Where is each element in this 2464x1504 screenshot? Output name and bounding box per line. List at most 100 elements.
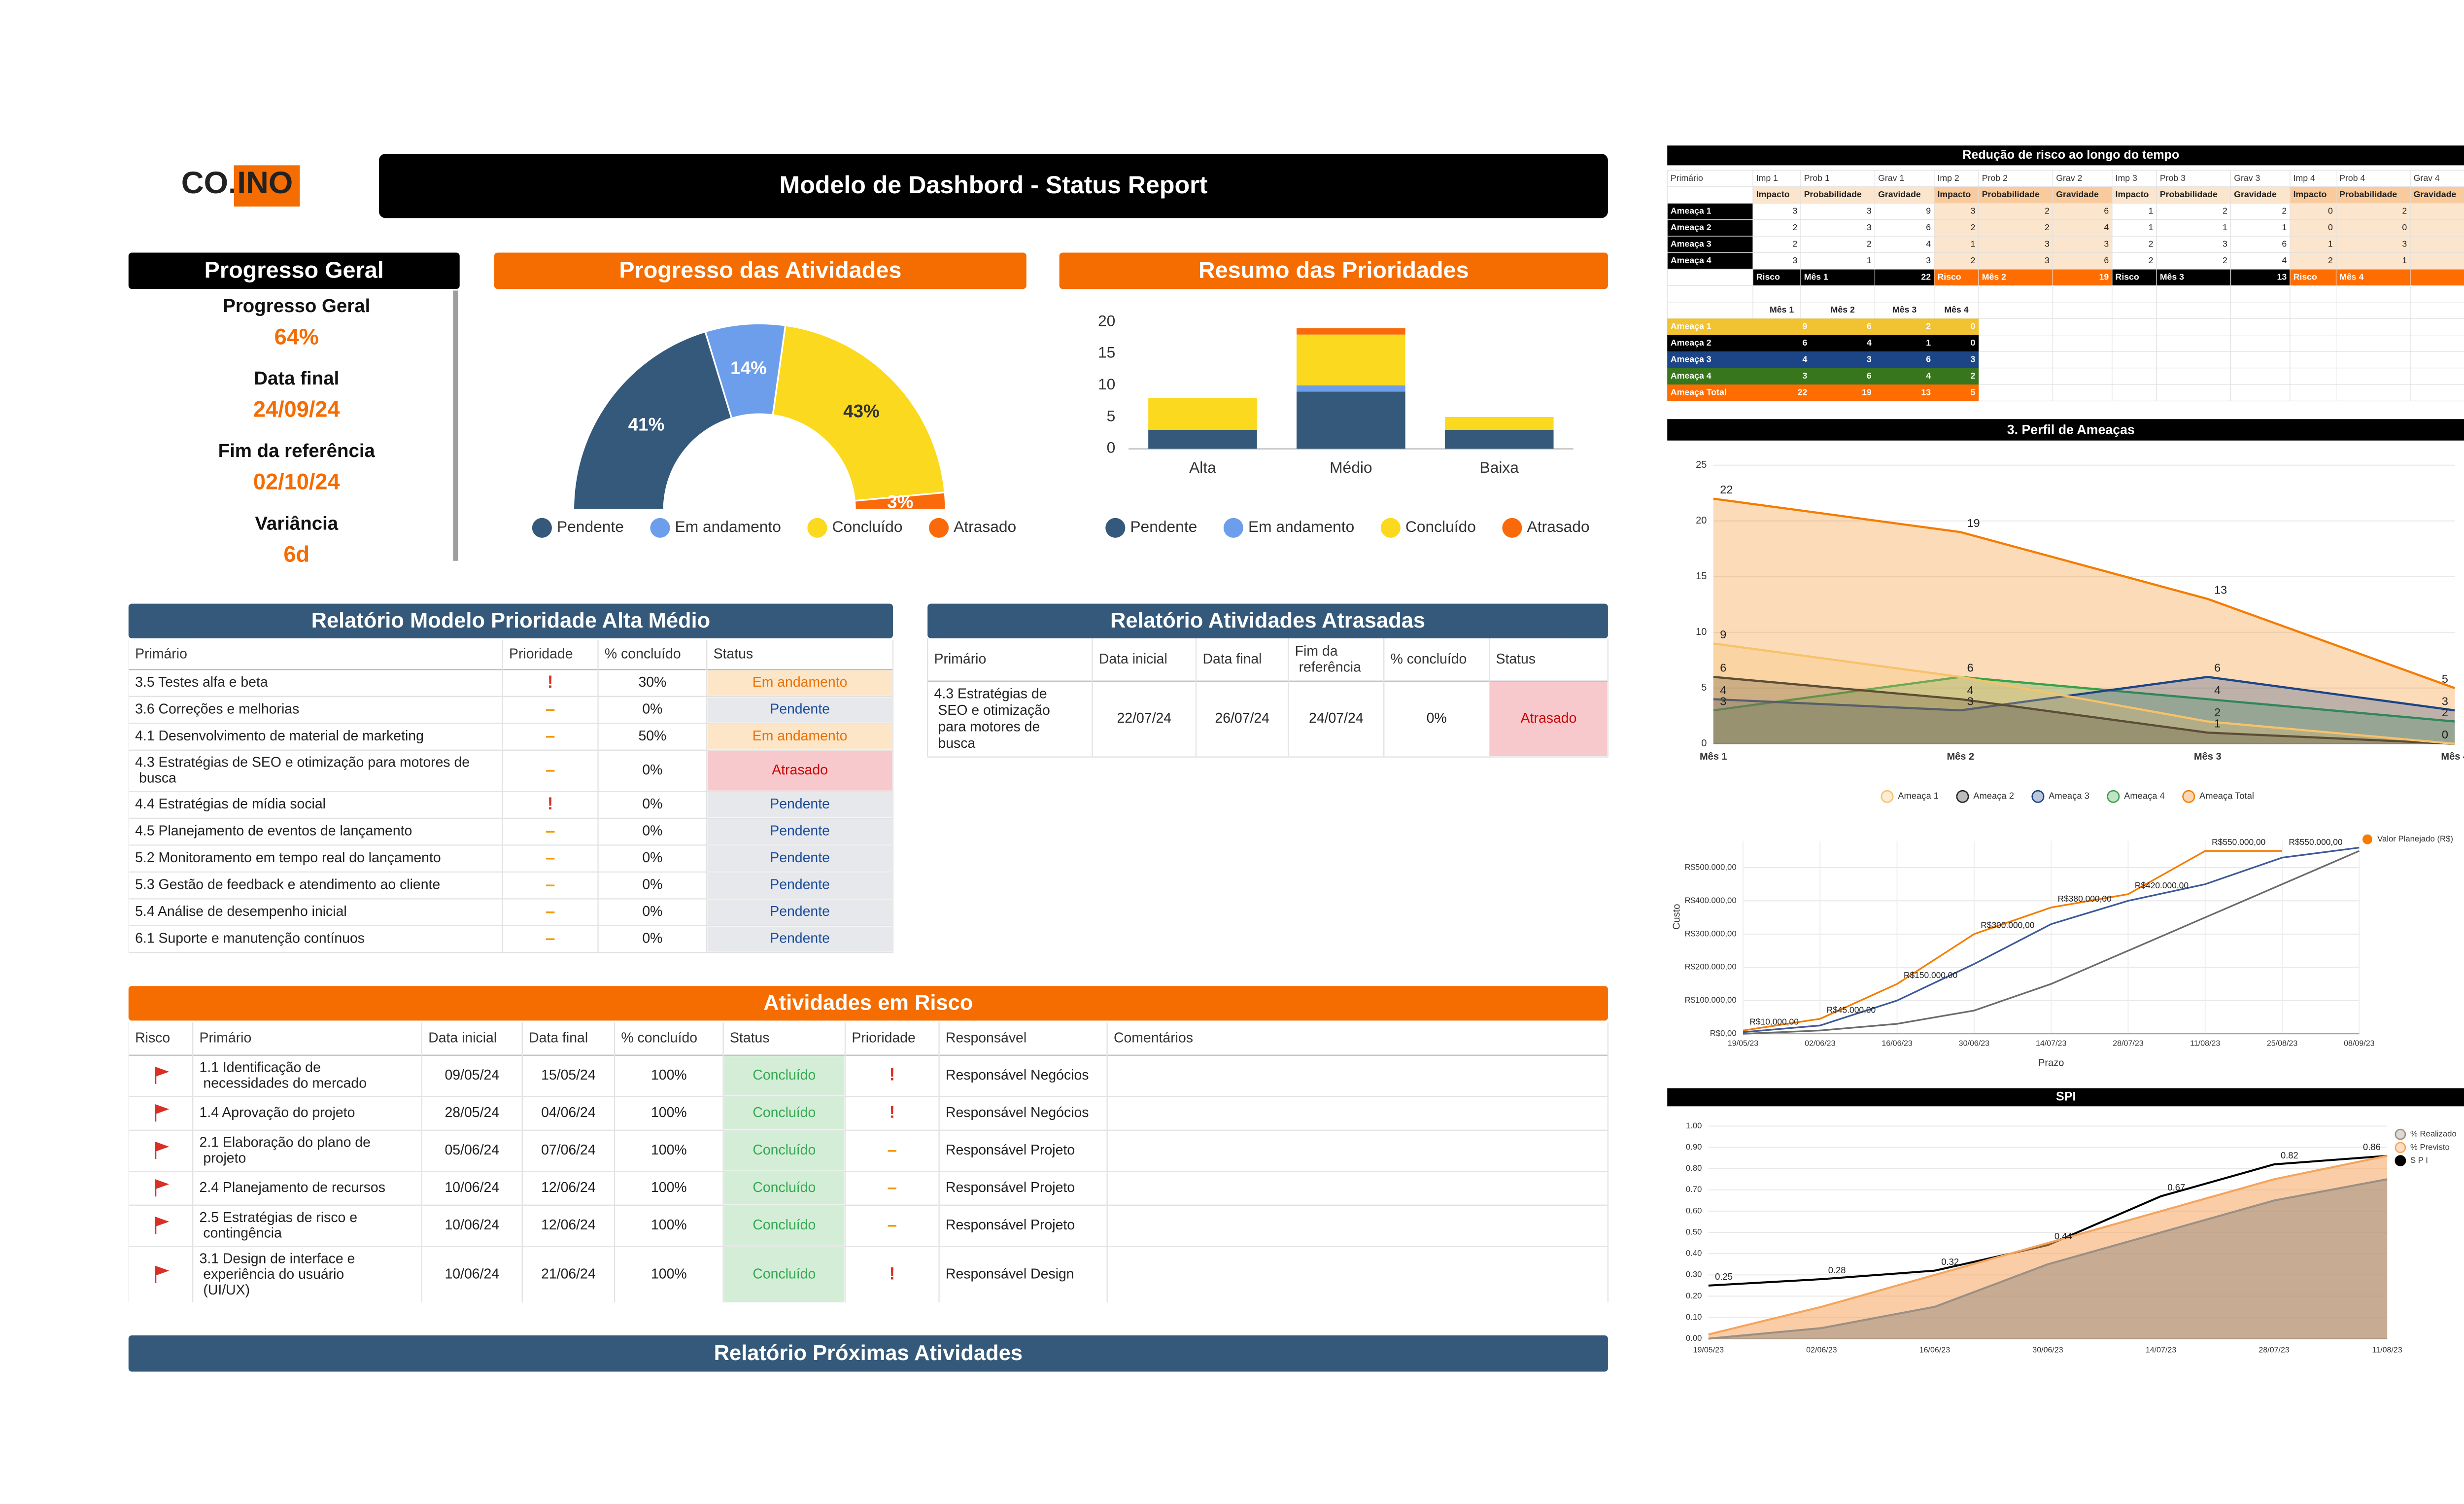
table-cell: 100% [651, 1067, 687, 1083]
x-tick-label: 08/09/23 [2344, 1039, 2374, 1048]
status-cell [707, 900, 892, 925]
series-line [1713, 675, 2455, 712]
data-label: 0.32 [1941, 1257, 1959, 1267]
table-cell: – [546, 699, 555, 718]
data-label: 3% [887, 491, 913, 512]
table-cell-bg [1979, 269, 2053, 286]
legend-label: Em andamento [675, 518, 781, 535]
table-cell-bg [1979, 203, 2053, 220]
y-tick-label: 0.20 [1686, 1291, 1702, 1300]
table-cell: 2 [1926, 321, 1931, 331]
data-label: 43% [843, 401, 880, 421]
table-cell: 0% [642, 796, 662, 812]
table-cell: 3.6 Correções e melhorias [135, 701, 299, 717]
table-cell: 3 [1971, 354, 1976, 364]
table-cell-bg [2410, 203, 2464, 220]
donut-slice [772, 324, 946, 502]
series-line [1713, 642, 2455, 745]
table-cell: Probabilidade [1982, 189, 2040, 199]
table-cell-bg [1934, 219, 1979, 237]
table-cell: 1 [2149, 206, 2154, 216]
column-header: Status [714, 646, 753, 662]
panel-header [128, 1335, 1608, 1372]
table-cell: Mês 1 [1804, 272, 1828, 281]
table-cell: 2 [2223, 206, 2227, 216]
table-cell: Risco [1938, 272, 1961, 281]
bar-segment [1297, 385, 1405, 392]
table-cell: 0% [1427, 710, 1447, 726]
column-header: Data final [529, 1030, 588, 1046]
column-header: % concluído [621, 1030, 697, 1046]
table-cell: 2 [1971, 222, 1976, 232]
legend-label: Pendente [557, 518, 624, 535]
table-cell: 0 [1971, 338, 1976, 348]
table-cell: 6.1 Suporte e manutenção contínuos [135, 931, 365, 946]
legend-swatch [2107, 790, 2120, 803]
table-cell: Imp 4 [2293, 173, 2315, 183]
status-cell [724, 1172, 845, 1205]
table-cell: – [546, 874, 555, 894]
table-cell: Imp 3 [2116, 173, 2137, 183]
table-cell: 4.4 Estratégias de mídia social [135, 796, 326, 812]
x-tick-label: Mês 2 [1947, 751, 1974, 762]
legend-swatch [1956, 790, 1969, 803]
panel-title: Relatório Modelo Prioridade Alta Médio [311, 609, 711, 632]
table-cell-bg [1801, 269, 1875, 286]
panel-title: Atividades em Risco [763, 991, 973, 1014]
y-tick-label: 5 [1107, 407, 1116, 424]
x-tick-label: Mês 1 [1700, 751, 1727, 762]
data-label: 6 [2214, 662, 2221, 674]
data-label: 0.44 [2054, 1231, 2072, 1241]
data-label: 3 [1720, 695, 1726, 707]
scrollbar [453, 290, 458, 561]
status-cell [724, 1131, 845, 1171]
legend-swatch [2395, 1142, 2406, 1154]
table-cell: 0% [642, 762, 662, 778]
table-cell: 1.1 Identificação de necessidades do mer… [200, 1059, 367, 1091]
legend-swatch [1881, 790, 1894, 803]
table-cell: 3 [2402, 239, 2407, 248]
panel-title: Progresso das Atividades [619, 257, 901, 282]
table-cell: 4.3 Estratégias de SEO e otimização para… [934, 686, 1050, 751]
series-line [1743, 846, 2360, 1033]
table-cell: 4.1 Desenvolvimento de material de marke… [135, 728, 424, 744]
x-tick-label: Médio [1330, 458, 1372, 476]
table-cell: Prob 3 [2160, 173, 2186, 183]
y-tick-label: 10 [1098, 375, 1115, 393]
title-bar [378, 153, 1608, 218]
table-cell: Gravidade [1878, 189, 1921, 199]
table-cell: Gravidade [2056, 189, 2099, 199]
legend-label: Atrasado [1527, 518, 1590, 535]
table-cell: Pendente [770, 931, 830, 946]
data-label: 6 [1967, 662, 1974, 674]
table-cell: 19 [2099, 272, 2109, 281]
column-header: Mês 4 [1944, 305, 1968, 315]
column-header: Primário [934, 651, 987, 667]
axis-title: Prazo [2038, 1058, 2064, 1069]
series-line [1708, 1178, 2388, 1340]
table-cell: Pendente [770, 796, 830, 812]
status-cell [707, 697, 892, 723]
x-tick-label: 02/06/23 [1806, 1345, 1837, 1354]
table-cell: 09/05/24 [445, 1067, 500, 1083]
table-cell-bg [2053, 236, 2112, 253]
data-label: R$45.000,00 [1827, 1005, 1876, 1015]
legend-label: S P I [2410, 1155, 2428, 1165]
table-cell-bg [2410, 219, 2464, 237]
table-cell-bg [1801, 186, 1875, 204]
table-cell: Pendente [770, 904, 830, 919]
x-tick-label: 19/05/23 [1728, 1039, 1758, 1048]
table-cell: 28/05/24 [445, 1105, 500, 1120]
risk-flag [155, 1265, 170, 1283]
panel-title: 3. Perfil de Ameaças [2007, 422, 2135, 437]
table-cell: 4 [1867, 338, 1872, 348]
data-label: 19 [1967, 517, 1980, 529]
table-cell-bg [2410, 269, 2464, 286]
x-tick-label: Alta [1189, 458, 1216, 476]
legend-swatch [650, 518, 670, 538]
y-tick-label: 0.10 [1686, 1312, 1702, 1322]
x-tick-label: 14/07/23 [2146, 1345, 2176, 1354]
status-cell [707, 926, 892, 952]
table-cell: 3 [2104, 239, 2109, 248]
legend-label: Concluído [1405, 518, 1476, 535]
